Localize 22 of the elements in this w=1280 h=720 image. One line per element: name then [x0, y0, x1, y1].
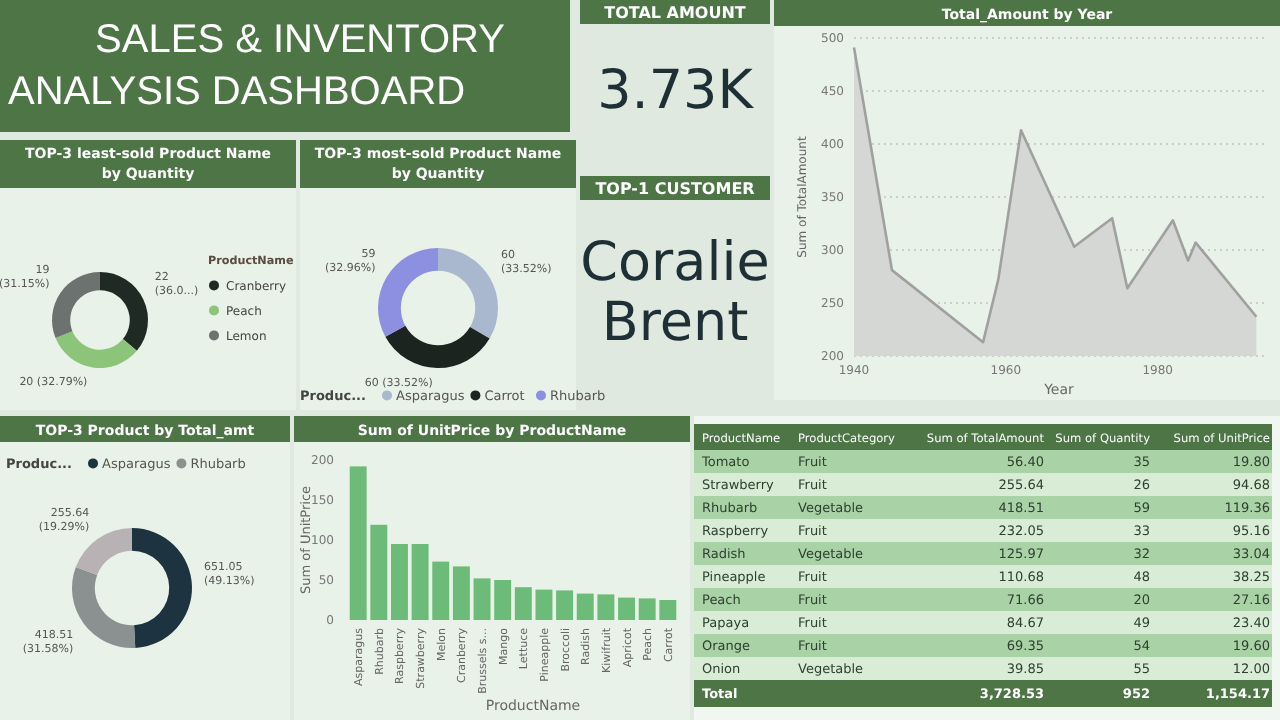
bar: [535, 589, 553, 620]
donut-slice: [132, 528, 192, 648]
bar: [391, 544, 408, 620]
bar: [452, 566, 470, 620]
donut-slice: [52, 272, 100, 339]
bar: [514, 587, 532, 620]
donut-slice: [55, 331, 137, 368]
donut-slice: [75, 528, 132, 575]
donut-slice: [72, 566, 136, 648]
bar: [556, 590, 574, 620]
donut-slice: [378, 248, 438, 337]
text: TOP-1 CUSTOMER: [595, 180, 755, 198]
text: TOTAL AMOUNT: [604, 4, 747, 22]
bar: [494, 580, 512, 620]
donut-slice: [438, 248, 498, 339]
bar: [473, 578, 491, 620]
bar: [618, 597, 635, 620]
text: SALES & INVENTORY ANALYSIS DASHBOARD: [8, 18, 505, 114]
donut-slice: [385, 325, 490, 368]
donut-slice: [100, 272, 148, 351]
text: 3.73K: [597, 60, 756, 122]
text: Coralie Brent: [580, 232, 770, 354]
